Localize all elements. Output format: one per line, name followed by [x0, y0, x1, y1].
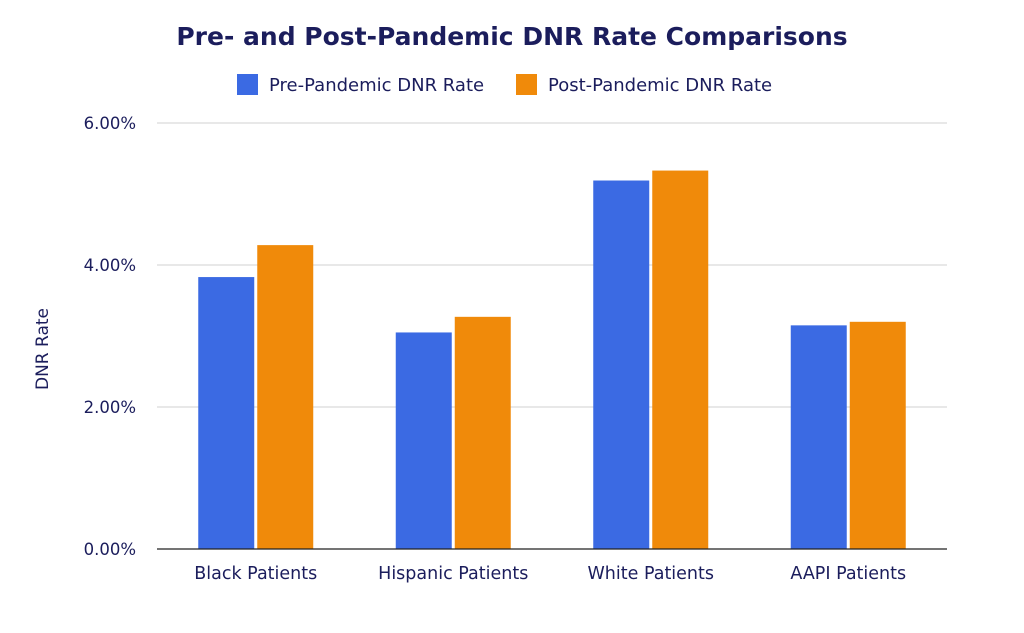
bar-pre-pandemic [790, 325, 847, 549]
legend: Pre-Pandemic DNR Rate Post-Pandemic DNR … [237, 74, 772, 96]
x-category-label: Black Patients [194, 564, 317, 584]
x-category-label: Hispanic Patients [378, 564, 528, 584]
bar-pre-pandemic [593, 180, 650, 549]
bar-pre-pandemic [198, 277, 255, 549]
x-axis-categories: Black Patients Hispanic Patients White Pat… [194, 564, 906, 584]
legend-swatch-pre-pandemic [237, 74, 258, 95]
bar-post-pandemic [454, 316, 511, 549]
x-category-label: AAPI Patients [790, 564, 906, 584]
legend-swatch-post-pandemic [516, 74, 537, 95]
bar-post-pandemic [257, 245, 314, 549]
legend-label-pre-pandemic: Pre-Pandemic DNR Rate [269, 75, 484, 96]
bars [198, 170, 906, 549]
bar-pre-pandemic [395, 332, 452, 549]
legend-label-post-pandemic: Post-Pandemic DNR Rate [548, 75, 772, 96]
y-axis-label: DNR Rate [33, 308, 53, 390]
chart-title: Pre- and Post-Pandemic DNR Rate Comparis… [176, 22, 847, 51]
bar-post-pandemic [652, 170, 709, 549]
y-tick-label: 0.00% [84, 540, 136, 559]
x-category-label: White Patients [588, 564, 715, 584]
y-tick-label: 4.00% [84, 256, 136, 275]
y-axis-ticks: 0.00% 2.00% 4.00% 6.00% [84, 114, 136, 559]
bar-post-pandemic [849, 321, 906, 549]
y-tick-label: 6.00% [84, 114, 136, 133]
y-tick-label: 2.00% [84, 398, 136, 417]
